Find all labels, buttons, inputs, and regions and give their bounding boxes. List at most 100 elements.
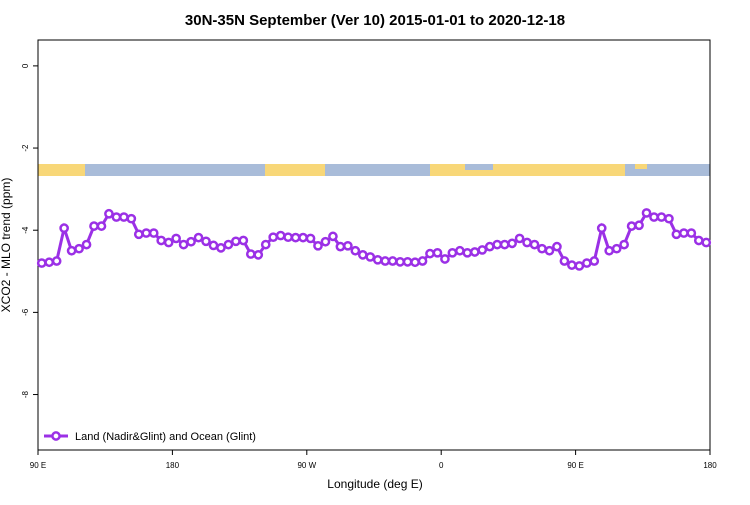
- legend-label: Land (Nadir&Glint) and Ocean (Glint): [75, 431, 256, 443]
- point: [163, 237, 174, 248]
- point: [484, 241, 495, 252]
- point: [380, 256, 391, 266]
- point: [201, 236, 211, 247]
- chart-title: 30N-35N September (Ver 10) 2015-01-01 to…: [185, 12, 565, 29]
- point: [104, 208, 114, 219]
- point: [178, 239, 189, 250]
- point: [36, 258, 47, 268]
- point: [596, 223, 607, 234]
- ocean-segment: [85, 164, 265, 176]
- y-tick-label: 0: [21, 63, 30, 68]
- point: [552, 241, 562, 252]
- point: [522, 237, 532, 248]
- point: [469, 247, 480, 257]
- point: [74, 243, 84, 254]
- point: [641, 208, 652, 218]
- point: [141, 228, 152, 238]
- point: [186, 236, 196, 247]
- point: [387, 256, 398, 266]
- point: [208, 240, 219, 251]
- point: [679, 228, 689, 238]
- y-tick-label: -2: [21, 144, 30, 152]
- point: [574, 261, 585, 271]
- point: [253, 250, 264, 260]
- x-tick-label: 180: [166, 461, 180, 470]
- point: [499, 239, 510, 250]
- point: [111, 212, 122, 222]
- point: [313, 240, 323, 251]
- point: [81, 239, 92, 250]
- land-segment: [635, 164, 647, 169]
- point: [686, 228, 697, 238]
- point: [664, 213, 674, 224]
- point: [51, 256, 62, 266]
- point: [447, 247, 458, 258]
- point: [133, 229, 144, 240]
- x-tick-label: 90 E: [30, 461, 46, 470]
- y-tick-label: -4: [21, 226, 30, 234]
- point: [126, 213, 137, 224]
- point: [335, 241, 346, 252]
- ocean-segment: [325, 164, 430, 176]
- point: [559, 256, 570, 266]
- point: [96, 221, 107, 231]
- x-axis-label: Longitude (deg E): [327, 477, 422, 491]
- point: [693, 235, 704, 246]
- point: [148, 228, 159, 238]
- point: [59, 223, 69, 234]
- point: [231, 236, 241, 247]
- point: [44, 257, 55, 268]
- point: [402, 256, 413, 267]
- point: [372, 254, 383, 265]
- x-tick-label: 0: [439, 461, 444, 470]
- point: [589, 256, 600, 266]
- land-segment: [495, 164, 625, 176]
- point: [245, 249, 256, 259]
- point: [357, 250, 368, 260]
- point: [275, 230, 286, 241]
- point: [507, 238, 517, 249]
- land-ocean-band: [38, 164, 710, 176]
- point: [492, 239, 503, 250]
- plot-frame: [37, 39, 711, 451]
- land-segment: [265, 164, 325, 176]
- point: [216, 243, 226, 253]
- point: [671, 229, 682, 240]
- point: [268, 232, 279, 243]
- x-tick-label: 90 W: [297, 461, 316, 470]
- point: [432, 247, 443, 258]
- point: [290, 232, 301, 243]
- point: [343, 240, 353, 251]
- point: [193, 232, 204, 243]
- point: [156, 235, 167, 246]
- ocean-segment: [465, 164, 493, 170]
- land-segment: [38, 164, 85, 176]
- point: [417, 256, 428, 266]
- point: [440, 254, 450, 264]
- point: [283, 232, 293, 243]
- point: [238, 235, 249, 246]
- point: [260, 239, 271, 250]
- x-tick-label: 90 E: [567, 461, 583, 470]
- point: [581, 258, 592, 268]
- point: [455, 245, 465, 256]
- point: [119, 212, 129, 222]
- point: [462, 247, 473, 258]
- point: [89, 221, 99, 231]
- point: [537, 243, 547, 254]
- y-axis-label: XCO2 - MLO trend (ppm): [0, 178, 13, 313]
- point: [425, 248, 435, 259]
- point: [320, 236, 331, 247]
- point: [649, 212, 659, 222]
- point: [171, 233, 181, 244]
- point: [529, 239, 540, 250]
- point: [514, 233, 525, 244]
- point: [701, 237, 712, 248]
- point: [477, 245, 488, 255]
- point: [634, 220, 644, 231]
- y-tick-label: -6: [21, 308, 30, 316]
- point: [328, 231, 338, 242]
- point: [619, 239, 629, 250]
- point: [350, 245, 361, 256]
- point: [604, 245, 615, 256]
